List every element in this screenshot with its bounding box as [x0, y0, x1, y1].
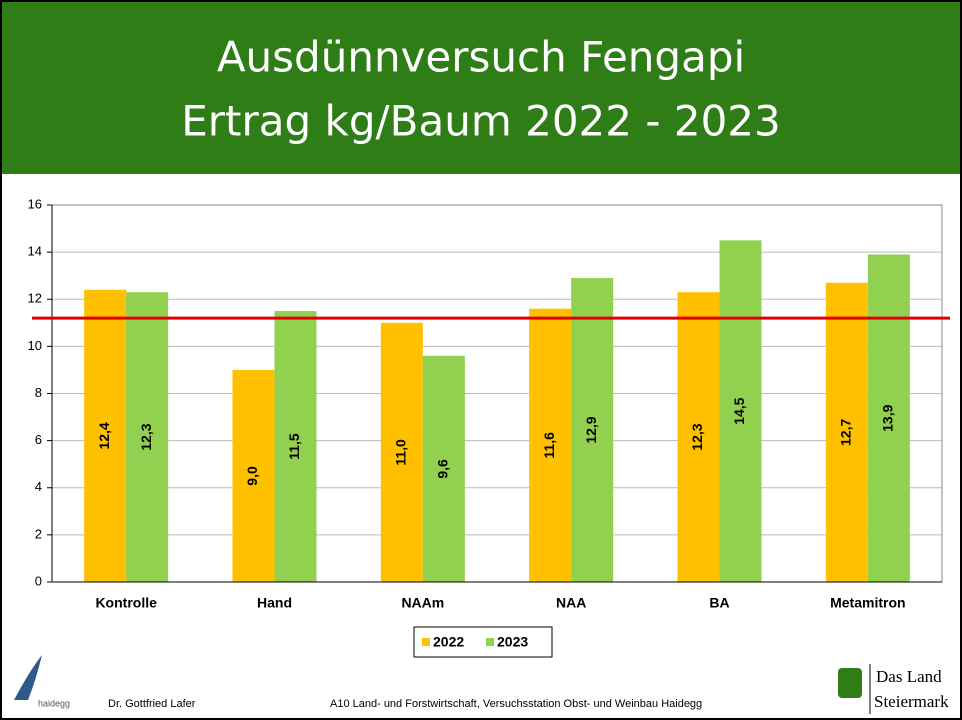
value-label: 9,6 — [435, 459, 451, 479]
x-tick-label: NAA — [556, 595, 586, 611]
title-line: Ertrag kg/Baum 2022 - 2023 — [181, 97, 780, 146]
author: Dr. Gottfried Lafer — [108, 698, 196, 710]
y-tick-label: 8 — [35, 385, 42, 400]
y-tick-label: 4 — [35, 479, 42, 494]
y-tick-label: 2 — [35, 526, 42, 541]
header — [2, 2, 960, 174]
coat-of-arms — [838, 668, 862, 698]
x-tick-label: BA — [709, 595, 729, 611]
value-label: 13,9 — [880, 404, 896, 431]
value-label: 14,5 — [731, 397, 747, 424]
x-tick-label: Metamitron — [830, 595, 905, 611]
y-tick-label: 16 — [28, 196, 42, 211]
title-line: Ausdünnversuch Fengapi — [217, 33, 745, 82]
y-tick-label: 6 — [35, 432, 42, 447]
slide: Ausdünnversuch Fengapi Ertrag kg/Baum 20… — [0, 0, 962, 720]
value-label: 12,4 — [96, 422, 112, 449]
legend-swatch — [422, 638, 430, 646]
value-label: 11,0 — [393, 439, 409, 466]
logo-right-text: Steiermark — [874, 692, 949, 711]
y-tick-label: 10 — [28, 338, 42, 353]
value-label: 12,7 — [838, 419, 854, 446]
logo-text: haidegg — [38, 698, 70, 708]
institution: A10 Land- und Forstwirtschaft, Versuchss… — [330, 698, 702, 710]
value-label: 12,3 — [138, 423, 154, 450]
legend-label: 2022 — [433, 634, 464, 650]
x-tick-label: Hand — [257, 595, 292, 611]
x-tick-label: NAAm — [401, 595, 444, 611]
value-label: 11,5 — [286, 433, 302, 460]
x-tick-label: Kontrolle — [95, 595, 157, 611]
y-tick-label: 12 — [28, 291, 42, 306]
value-label: 9,0 — [244, 466, 260, 486]
legend-label: 2023 — [497, 634, 528, 650]
value-label: 11,6 — [541, 432, 557, 459]
logo-right-text: Das Land — [876, 667, 942, 686]
value-label: 12,9 — [583, 416, 599, 443]
y-tick-label: 0 — [35, 573, 42, 588]
y-tick-label: 14 — [28, 244, 42, 259]
value-label: 12,3 — [689, 423, 705, 450]
legend-swatch — [486, 638, 494, 646]
